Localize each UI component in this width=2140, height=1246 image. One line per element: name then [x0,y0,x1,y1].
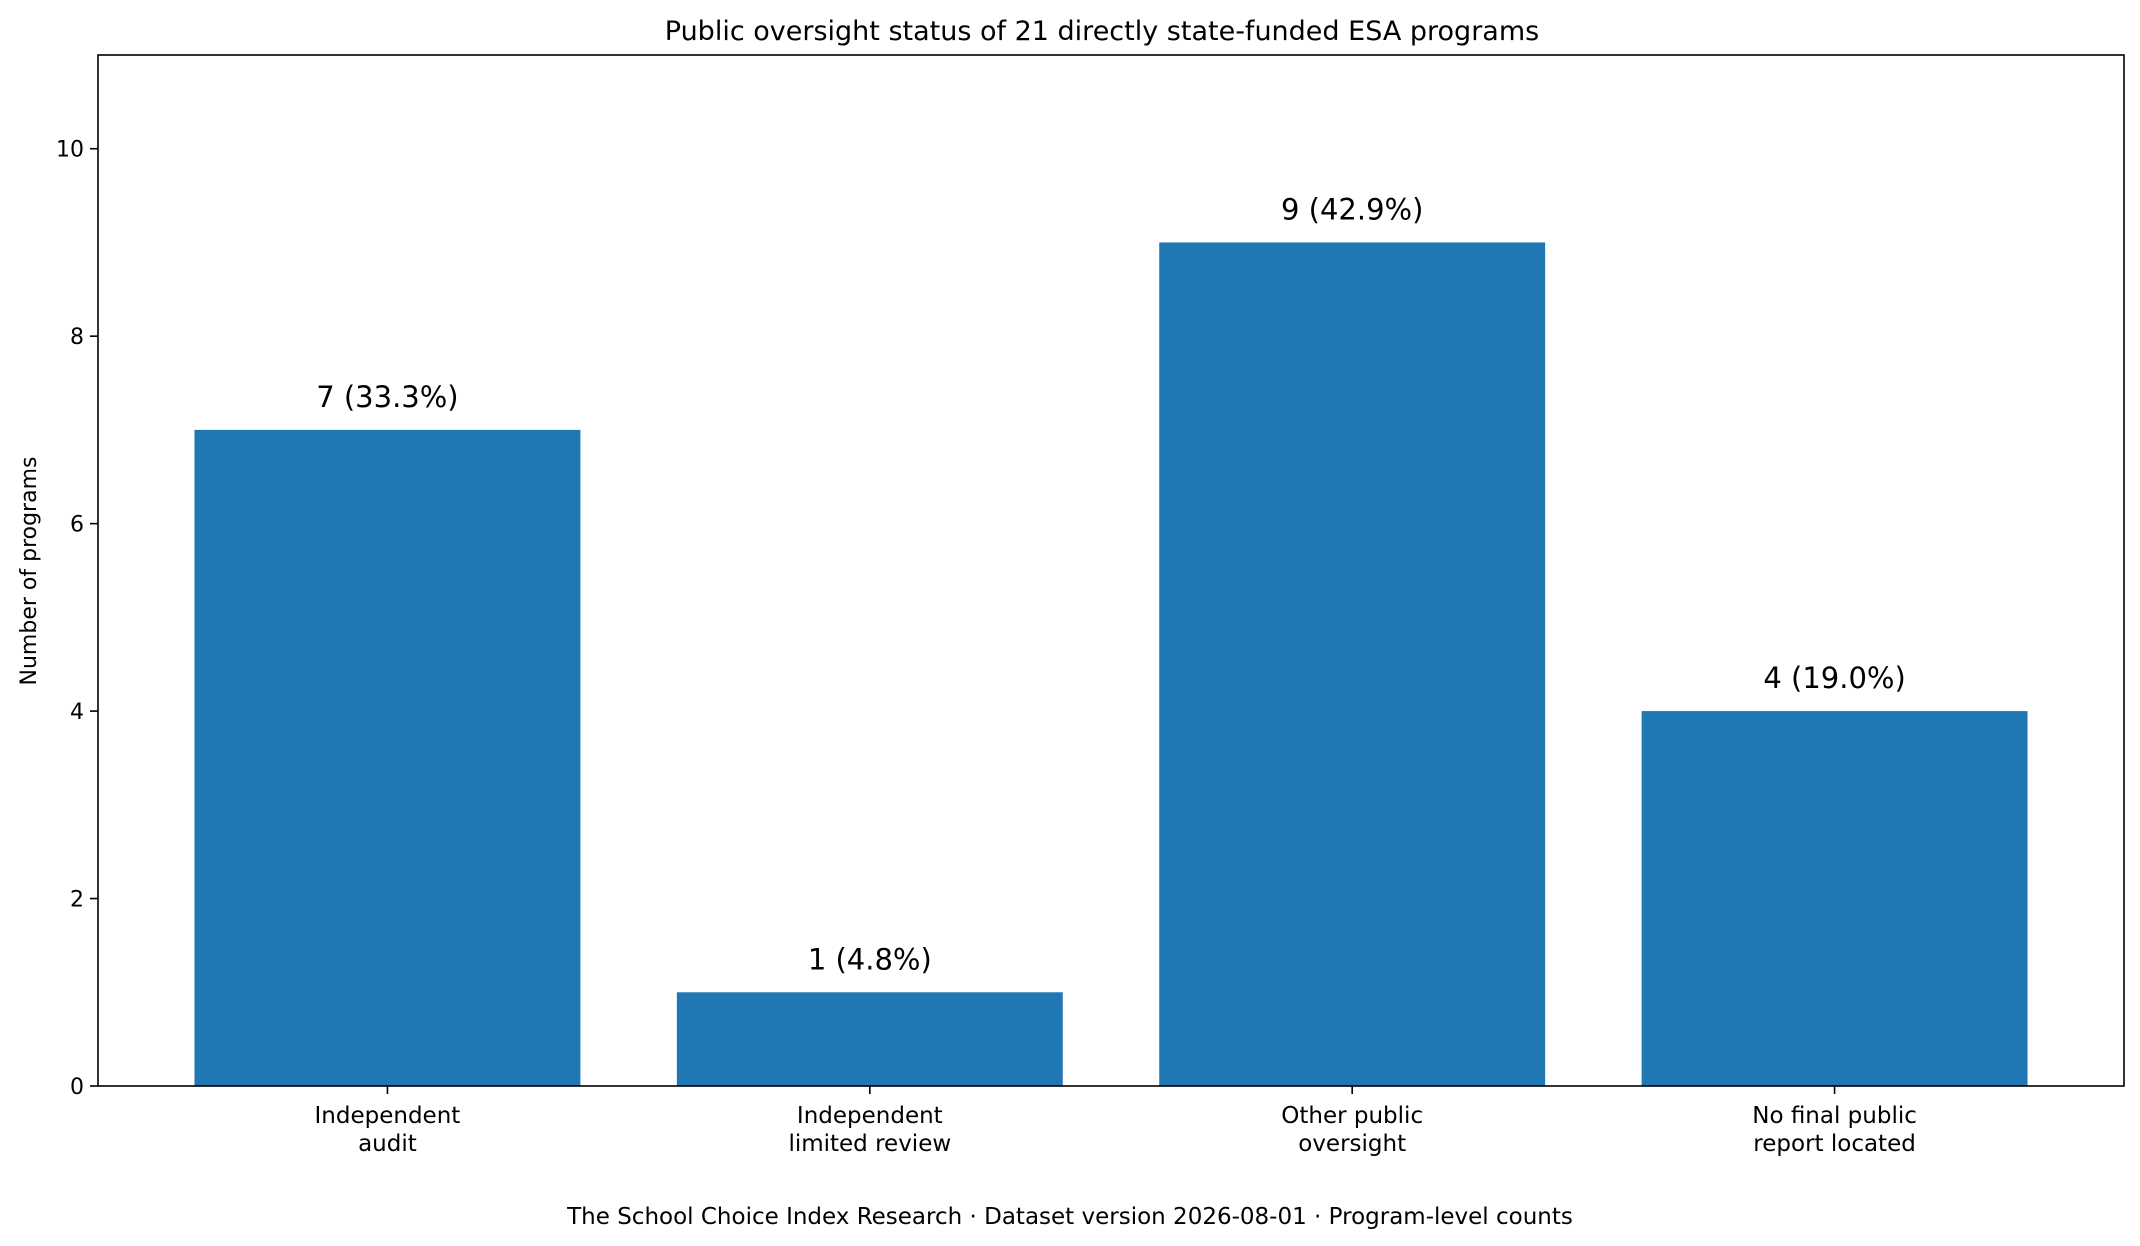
x-tick-label-0: Independent audit [315,1103,461,1157]
footer-note: The School Choice Index Research · Datas… [566,1204,1573,1230]
y-tick-label-0: 0 [70,1075,84,1100]
y-tick-label-4: 8 [70,325,84,350]
y-tick-label-5: 10 [56,138,84,163]
bar-value-label-0: 7 (33.3%) [316,380,458,414]
chart-title: Public oversight status of 21 directly s… [665,16,1539,47]
bars-group [194,242,2028,1087]
plot-frame [97,54,2125,1087]
y-tick-label-1: 2 [70,888,84,913]
y-axis: 0 2 4 6 8 10 [56,138,98,1100]
x-axis: Independent audit Independent limited revie… [315,1086,1917,1157]
bar-0 [194,429,581,1087]
bar-value-label-2: 9 (42.9%) [1281,192,1423,226]
x-tick-label-2: Other public oversight [1281,1103,1423,1157]
bar-2 [1159,242,1546,1087]
x-tick-label-3: No final public report located [1752,1103,1917,1157]
bar-value-label-1: 1 (4.8%) [808,942,932,976]
bar-3 [1641,711,2028,1086]
x-tick-label-1: Independent limited review [788,1103,951,1157]
bar-labels-group: 7 (33.3%) 1 (4.8%) 9 (42.9%) 4 (19.0%) [316,192,1906,976]
y-tick-label-3: 6 [70,513,84,538]
y-axis-label: Number of programs [17,457,42,686]
bar-value-label-3: 4 (19.0%) [1763,661,1905,695]
bar-1 [676,992,1063,1086]
y-tick-label-2: 4 [70,700,84,725]
